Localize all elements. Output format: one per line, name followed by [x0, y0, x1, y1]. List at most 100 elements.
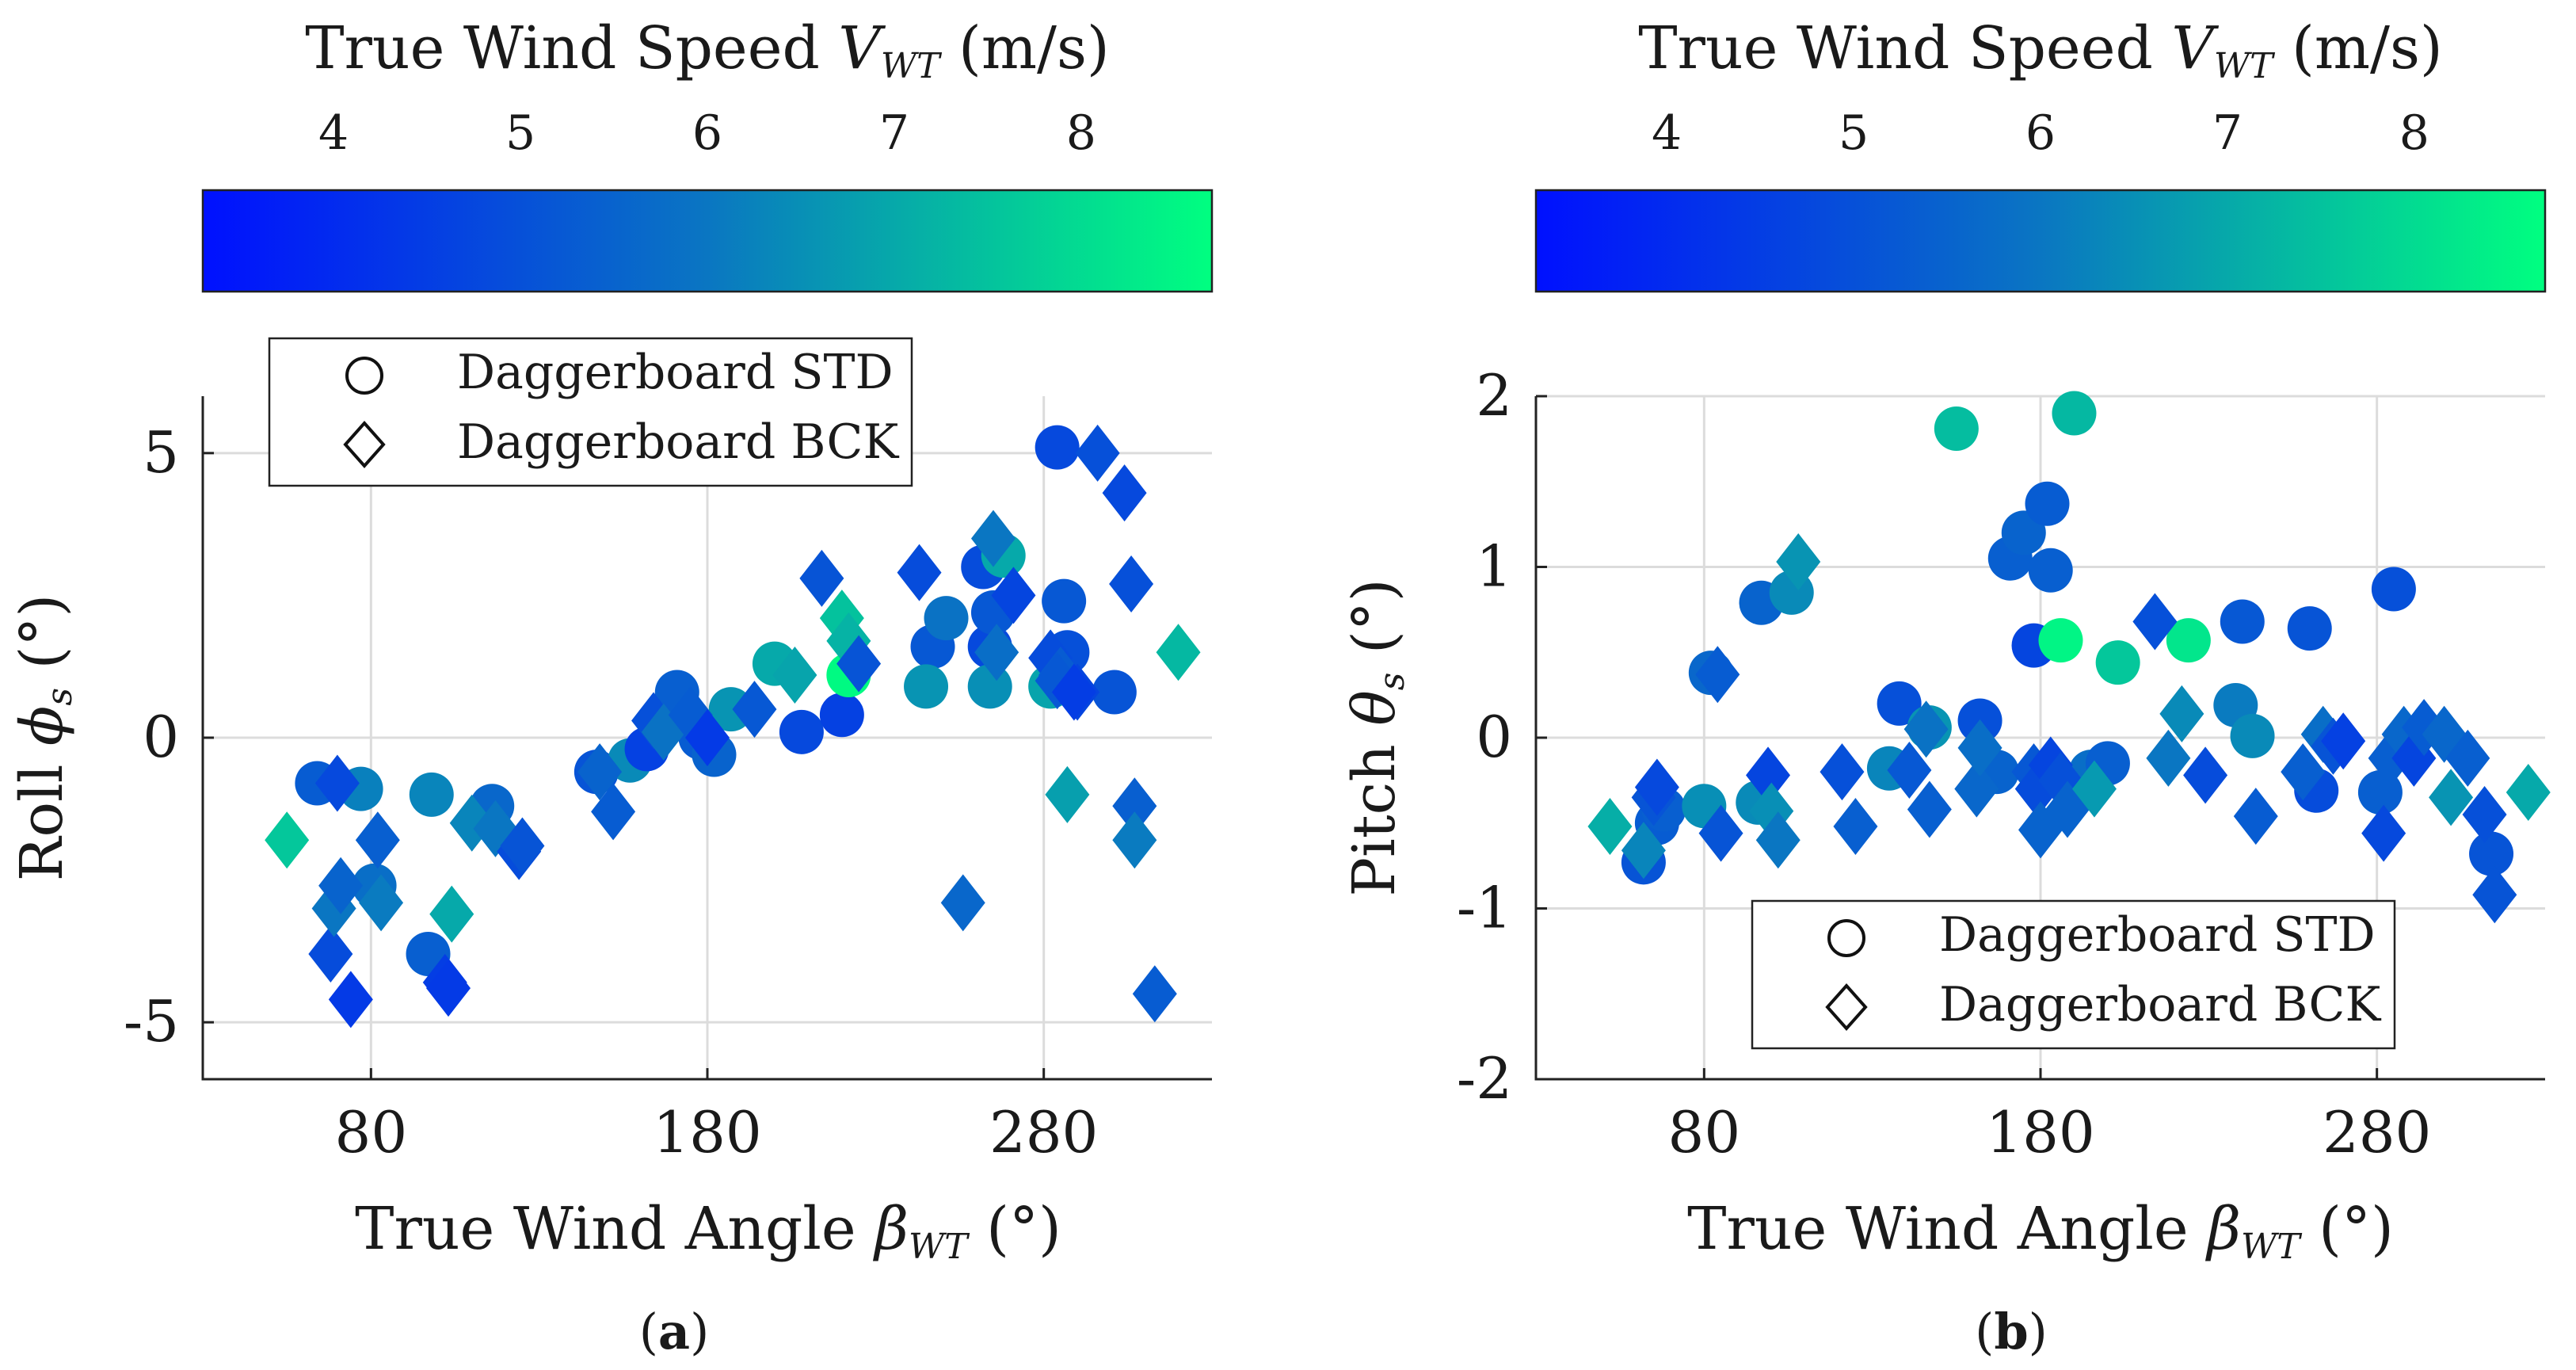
bck-point — [2462, 785, 2507, 843]
colorbar-tick-label: 5 — [1839, 105, 1869, 161]
y-tick-label: -2 — [1457, 1045, 1512, 1112]
bck-point — [318, 857, 364, 914]
colorbar-tick-label: 6 — [692, 105, 722, 161]
std-point — [779, 709, 824, 754]
bck-point — [1957, 719, 2002, 777]
std-point — [904, 664, 949, 709]
colorbar-tick-label: 5 — [505, 105, 535, 161]
colorbar-tick-label: 7 — [2212, 105, 2243, 161]
bck-point — [2321, 712, 2366, 770]
legend-label-std: Daggerboard STD — [1939, 907, 2376, 963]
bck-point — [1954, 760, 1999, 818]
legend-diamond-marker — [1825, 983, 1868, 1032]
bck-point — [2429, 769, 2474, 826]
std-point — [2469, 831, 2514, 876]
colorbar-tick-label: 4 — [318, 105, 349, 161]
bck-point — [355, 811, 400, 869]
legend: Daggerboard STD Daggerboard BCK — [1751, 899, 2396, 1050]
colorbar-title: True Wind Speed VWT (m/s) — [1638, 14, 2443, 86]
bck-point — [1695, 646, 1740, 704]
legend-diamond-marker — [343, 420, 386, 469]
bck-point — [1051, 663, 1096, 721]
std-point — [2038, 618, 2083, 663]
bck-point — [2506, 763, 2551, 821]
axis-ticks: 80 180 280 -2 -1 0 1 2 — [1457, 362, 2432, 1166]
bck-point — [359, 874, 404, 932]
panel-b: True Wind Speed VWT (m/s) 4 5 6 7 8 80 180 280… — [1340, 14, 2551, 1360]
bck-point — [308, 925, 353, 983]
std-point — [924, 596, 969, 641]
bck-point — [1102, 464, 1147, 522]
bck-point — [2233, 788, 2278, 845]
bck-point — [897, 544, 942, 601]
std-point — [1934, 406, 1979, 451]
bck-point — [1755, 811, 1801, 869]
bck-point — [328, 971, 373, 1028]
bck-point — [732, 681, 777, 738]
x-axis-label: True Wind Angle βWT (°) — [355, 1195, 1061, 1267]
std-point — [1042, 578, 1087, 624]
std-point — [1877, 681, 1922, 726]
legend-label-bck: Daggerboard BCK — [1939, 977, 2381, 1032]
bck-point — [265, 811, 310, 869]
std-point — [1035, 425, 1080, 470]
std-point — [2287, 606, 2332, 651]
bck-point — [429, 885, 474, 943]
bck-point — [1109, 555, 1154, 613]
bck-point — [426, 960, 471, 1017]
y-axis-label: Roll ϕs (°) — [8, 594, 80, 881]
legend-circle-marker — [1827, 919, 1865, 957]
x-axis-label: True Wind Angle βWT (°) — [1687, 1195, 2394, 1267]
bck-point — [1634, 758, 1679, 816]
std-point — [1092, 670, 1137, 715]
scatter-points — [1587, 391, 2551, 924]
x-tick-label: 180 — [1986, 1099, 2094, 1166]
bck-point — [1907, 780, 1952, 838]
bck-point — [591, 783, 636, 841]
bck-point — [1887, 741, 1932, 799]
bck-point — [1587, 798, 1633, 856]
bck-point — [2445, 729, 2490, 787]
bck-point — [1749, 782, 1794, 840]
colorbar — [1534, 189, 2547, 293]
bck-point — [970, 509, 1016, 567]
colorbar — [201, 189, 1214, 293]
y-axis-label: Pitch θs (°) — [1340, 578, 1412, 896]
std-point — [409, 772, 454, 817]
bck-point — [314, 754, 360, 812]
std-point — [2230, 713, 2275, 758]
axes-frame — [201, 396, 1212, 1081]
bck-point — [974, 624, 1019, 681]
bck-point — [940, 874, 985, 932]
bck-point — [2132, 593, 2178, 651]
bck-point — [1156, 624, 1201, 681]
std-point — [2220, 599, 2265, 644]
bck-point — [2146, 729, 2191, 787]
y-tick-label: 2 — [1476, 362, 1512, 429]
bck-point — [1045, 765, 1090, 823]
bck-point — [577, 743, 623, 801]
bck-point — [1132, 965, 1177, 1023]
x-tick-label: 80 — [1668, 1099, 1741, 1166]
x-tick-label: 280 — [2323, 1099, 2431, 1166]
legend-label-bck: Daggerboard BCK — [457, 414, 899, 470]
legend-label-std: Daggerboard STD — [457, 345, 894, 400]
bck-point — [799, 549, 844, 607]
bck-point — [2361, 804, 2406, 862]
bck-point — [991, 567, 1036, 624]
bck-point — [1698, 804, 1743, 862]
bck-point — [1112, 811, 1157, 869]
colorbar-tick-label: 8 — [2399, 105, 2429, 161]
y-tick-label: 1 — [1476, 533, 1512, 600]
bck-point — [2281, 743, 2326, 801]
axis-ticks: 80 180 280 -5 0 5 — [124, 419, 1099, 1166]
colorbar-ticks: 4 5 6 7 8 — [318, 105, 1096, 200]
legend: Daggerboard STD Daggerboard BCK — [268, 337, 913, 487]
bck-point — [1833, 798, 1878, 856]
panel-a: True Wind Speed VWT (m/s) 4 5 6 7 8 80 180 280… — [8, 14, 1214, 1360]
panel-label: (a) — [639, 1303, 710, 1360]
colorbar-tick-label: 4 — [1652, 105, 1682, 161]
colorbar-title: True Wind Speed VWT (m/s) — [305, 14, 1110, 86]
bck-point — [2472, 866, 2517, 924]
